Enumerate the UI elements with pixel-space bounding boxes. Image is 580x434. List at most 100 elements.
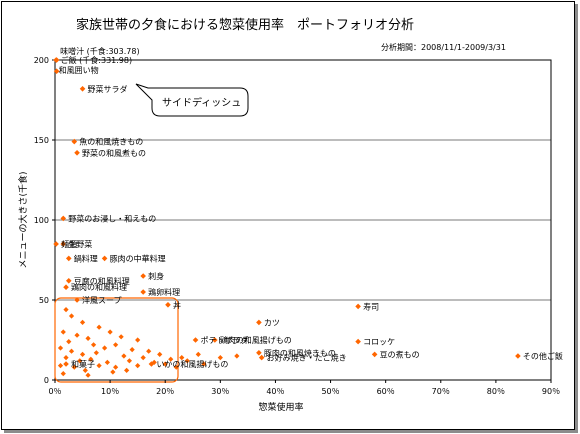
cluster-point (201, 361, 207, 367)
data-point-label: お好み焼き・たこ焼き (267, 353, 347, 363)
data-point-label: 丼 (173, 300, 181, 310)
data-point (256, 319, 262, 326)
data-point (140, 273, 146, 279)
data-point (258, 354, 265, 361)
data-point (192, 337, 199, 343)
cluster-point (113, 342, 119, 348)
y-tick-label: 0 (44, 376, 49, 385)
cluster-point (77, 358, 83, 364)
data-point (53, 57, 60, 63)
data-point-label: 豆腐の和風料理 (74, 276, 130, 286)
data-point-label: 麺類 (61, 239, 77, 249)
y-tick-label: 150 (34, 136, 49, 145)
data-point (165, 302, 171, 308)
data-point (256, 350, 262, 356)
cluster-point (96, 324, 102, 330)
point-labels: 味噌汁 (千食:303.78)ご飯 (千食:331.98)和風囲い物野菜サラダ魚… (59, 46, 563, 369)
y-axis-ticks: 0 50 100 150 200 (34, 56, 55, 385)
data-point (355, 303, 361, 310)
data-point (140, 289, 146, 295)
cluster-point (140, 355, 146, 361)
y-tick-label: 50 (39, 296, 49, 305)
cluster-point (162, 361, 168, 367)
cluster-point (157, 351, 163, 357)
cluster-point (68, 348, 75, 354)
cluster-point (173, 364, 179, 370)
data-point (101, 255, 108, 262)
cluster-point (82, 367, 88, 373)
data-point-label: 洋風スープ (82, 295, 122, 305)
x-tick-label: 20％ (156, 387, 174, 396)
x-tick-label: 0％ (48, 387, 61, 396)
data-point-label: 和風囲い物 (59, 65, 99, 75)
cluster-points (57, 307, 240, 378)
cluster-highlight (54, 297, 179, 383)
data-point-label: 豚肉の和風焼きもの (264, 348, 336, 358)
data-point-label: 和菓子 (71, 359, 95, 369)
cluster-point (79, 319, 86, 325)
cluster-point (184, 358, 190, 364)
data-point (63, 361, 69, 367)
cluster-point (71, 364, 77, 370)
callout-text: サイドディッシュ (162, 96, 241, 109)
data-point-label: 野菜の和風煮もの (82, 148, 146, 158)
cluster-point (234, 353, 240, 359)
data-point (515, 353, 521, 359)
cluster-point (121, 353, 127, 359)
cluster-point (135, 337, 141, 343)
cluster-point (66, 339, 72, 345)
x-tick-label: 40％ (266, 387, 284, 396)
data-point (53, 68, 60, 74)
labeled-points (53, 57, 521, 367)
data-point (60, 215, 67, 222)
data-point-label: 豆の煮もの (380, 349, 420, 359)
cluster-point (104, 359, 110, 365)
cluster-point (57, 345, 64, 351)
cluster-point (63, 355, 69, 361)
data-point (60, 241, 67, 247)
cluster-point (93, 350, 99, 356)
data-point-label: コロッケ (363, 338, 395, 347)
data-point-label: 鍋料理 (74, 253, 98, 263)
cluster-point (126, 358, 132, 364)
x-tick-label: 50％ (321, 387, 339, 396)
data-point-label: その他ご飯 (523, 351, 563, 361)
cluster-point (96, 363, 102, 369)
cluster-point (135, 363, 141, 369)
data-point-label: 野菜のお浸し・和えもの (68, 213, 156, 223)
data-point (74, 297, 80, 303)
data-point-label: 豚肉の中華料理 (110, 253, 166, 263)
cluster-point (110, 369, 116, 375)
cluster-point (74, 332, 80, 338)
y-tick-label: 200 (34, 56, 49, 65)
data-point (74, 150, 80, 156)
cluster-point (179, 355, 185, 361)
cluster-point (90, 342, 97, 348)
data-point-label: 鶏肉の和風揚げもの (220, 335, 292, 345)
data-point (65, 255, 72, 262)
cluster-point (60, 329, 66, 335)
data-point (65, 278, 72, 284)
data-point (63, 284, 69, 290)
data-point-label: 魚の和風焼きもの (79, 137, 143, 147)
analysis-period: 分析期間：2008/11/1-2009/3/31 (381, 42, 506, 52)
x-tick-label: 60％ (377, 387, 395, 396)
data-point (355, 338, 361, 345)
data-point-label: 味噌汁 (千食:303.78) (60, 46, 139, 56)
x-tick-label: 10％ (101, 387, 119, 396)
cluster-point (57, 363, 64, 369)
cluster-point (129, 347, 135, 353)
x-tick-label: 80％ (487, 387, 505, 396)
data-point (71, 138, 78, 145)
y-axis-label: メニューの大きさ(千食) (17, 171, 29, 268)
cluster-point (102, 345, 108, 351)
x-tick-label: 70％ (432, 387, 450, 396)
callout: サイドディッシュ (135, 83, 249, 117)
data-point-label: いかの和風揚げもの (156, 359, 228, 369)
data-point-label: 鶏肉の和風料理 (71, 282, 127, 292)
y-tick-label: 100 (34, 216, 49, 225)
data-point (212, 337, 218, 343)
cluster-point (124, 367, 130, 373)
cluster-point (217, 355, 223, 361)
